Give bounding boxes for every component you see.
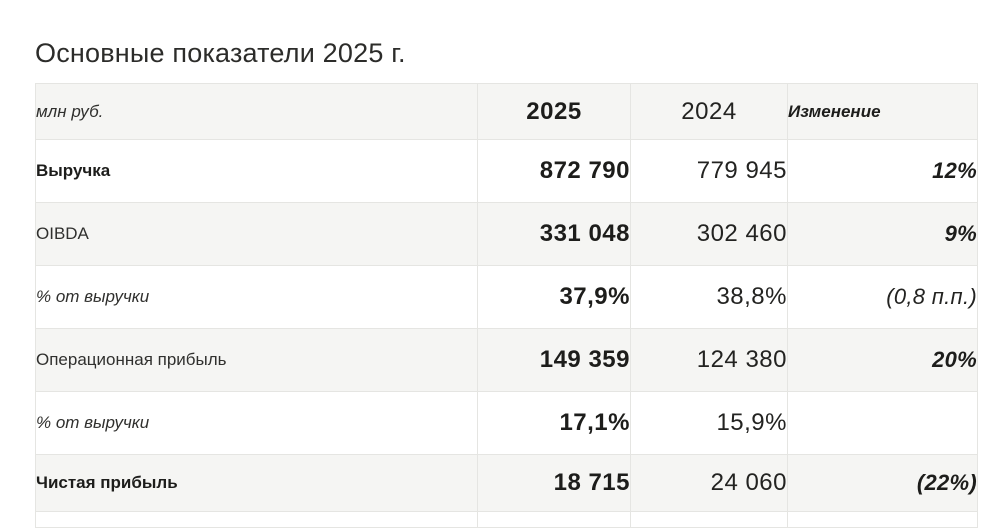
value-2025-cell: 18 715: [477, 454, 631, 512]
empty-cell: [477, 511, 631, 528]
table-row: % от выручки 37,9% 38,8% (0,8 п.п.): [35, 265, 978, 329]
value-2025-cell: 149 359: [477, 328, 631, 392]
value-2025-cell: 331 048: [477, 202, 631, 266]
key-indicators-table: млн руб. 2025 2024 Изменение Выручка 872 …: [35, 83, 978, 528]
value-2024-cell: 24 060: [630, 454, 788, 512]
empty-cell: [787, 511, 978, 528]
value-2025-cell: 872 790: [477, 139, 631, 203]
partial-next-row: [35, 511, 978, 528]
value-2024-cell: 302 460: [630, 202, 788, 266]
table-row: % от выручки 17,1% 15,9%: [35, 391, 978, 455]
value-2024-cell: 779 945: [630, 139, 788, 203]
metric-label-cell: Операционная прибыль: [35, 328, 478, 392]
change-cell: (22%): [787, 454, 978, 512]
metric-label-cell: Выручка: [35, 139, 478, 203]
col-header-change: Изменение: [787, 83, 978, 140]
table-row: Операционная прибыль 149 359 124 380 20%: [35, 328, 978, 392]
metric-label-cell: OIBDA: [35, 202, 478, 266]
metric-label-cell: % от выручки: [35, 391, 478, 455]
empty-cell: [630, 511, 788, 528]
table-row: Выручка 872 790 779 945 12%: [35, 139, 978, 203]
value-2025-cell: 37,9%: [477, 265, 631, 329]
value-2025-cell: 17,1%: [477, 391, 631, 455]
value-2024-cell: 124 380: [630, 328, 788, 392]
change-cell: [787, 391, 978, 455]
unit-header-cell: млн руб.: [35, 83, 478, 140]
value-2024-cell: 38,8%: [630, 265, 788, 329]
col-header-2024: 2024: [630, 83, 788, 140]
metric-label-cell: Чистая прибыль: [35, 454, 478, 512]
table-row: Чистая прибыль 18 715 24 060 (22%): [35, 454, 978, 512]
table-row: OIBDA 331 048 302 460 9%: [35, 202, 978, 266]
empty-cell: [35, 511, 478, 528]
table-body: Выручка 872 790 779 945 12% OIBDA 331 048 302 …: [35, 139, 978, 528]
metric-label-cell: % от выручки: [35, 265, 478, 329]
change-cell: 9%: [787, 202, 978, 266]
table-header-row: млн руб. 2025 2024 Изменение: [35, 83, 978, 140]
change-cell: (0,8 п.п.): [787, 265, 978, 329]
change-cell: 12%: [787, 139, 978, 203]
page-title: Основные показатели 2025 г.: [35, 38, 406, 69]
col-header-2025: 2025: [477, 83, 631, 140]
change-cell: 20%: [787, 328, 978, 392]
value-2024-cell: 15,9%: [630, 391, 788, 455]
